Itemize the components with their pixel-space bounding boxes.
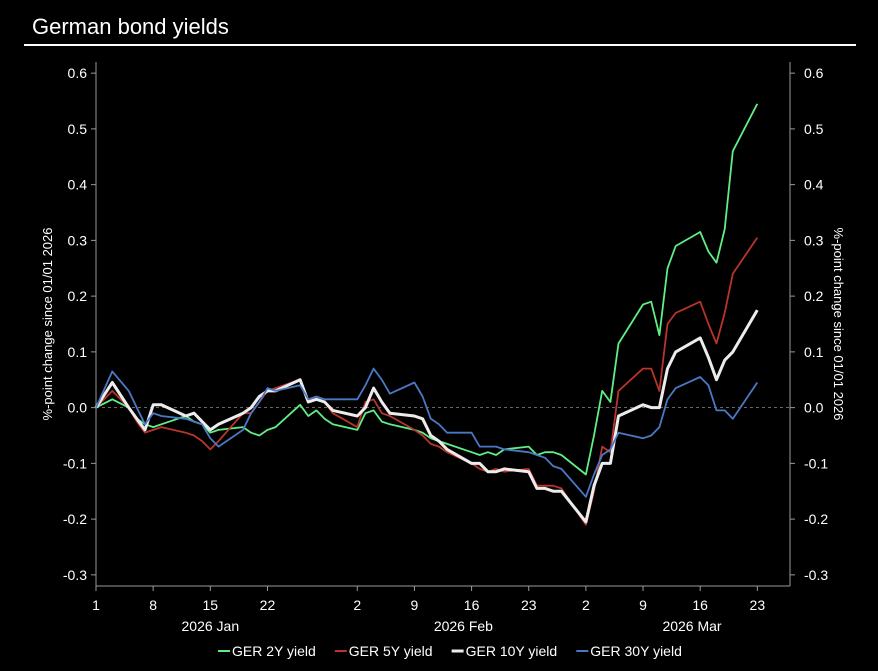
y-tick-label-right: 0.2 (804, 288, 824, 304)
chart-title: German bond yields (32, 14, 229, 39)
y-tick-label-left: 0.5 (68, 121, 88, 137)
x-tick-label: 15 (203, 597, 219, 613)
y-axis-label-right: %-point change since 01/01 2026 (831, 228, 846, 421)
y-tick-label-right: 0.1 (804, 344, 824, 360)
x-tick-label: 2 (353, 597, 361, 613)
y-tick-label-left: 0.6 (68, 65, 88, 81)
y-tick-label-right: 0.6 (804, 65, 824, 81)
y-tick-label-right: -0.3 (804, 567, 828, 583)
y-tick-label-left: -0.1 (63, 455, 87, 471)
x-month-label: 2026 Jan (182, 618, 240, 634)
x-month-label: 2026 Mar (662, 618, 721, 634)
y-tick-label-left: -0.2 (63, 511, 87, 527)
x-tick-label: 16 (464, 597, 480, 613)
x-tick-label: 16 (692, 597, 708, 613)
series-lines (94, 103, 759, 526)
legend: GER 2Y yield GER 5Y yield GER 10Y yield GER… (218, 643, 682, 659)
x-tick-label: 9 (411, 597, 419, 613)
x-tick-label: 8 (149, 597, 157, 613)
y-tick-label-left: 0.2 (68, 288, 88, 304)
legend-label: GER 10Y yield (466, 643, 558, 659)
title-divider (24, 44, 856, 46)
x-tick-label: 23 (521, 597, 537, 613)
y-tick-label-left: -0.3 (63, 567, 87, 583)
x-tick-label: 22 (260, 597, 276, 613)
x-month-label: 2026 Feb (434, 618, 493, 634)
series-line-ger-5y-yield (95, 237, 759, 526)
axes: -0.3 -0.3 -0.2 -0.2 -0.1 -0.1 0.0 0.0 0.1 0.1 0.2 0… (63, 62, 828, 634)
y-tick-label-right: -0.1 (804, 455, 828, 471)
x-tick-label: 23 (750, 597, 766, 613)
series-line-ger-30y-yield (95, 367, 759, 498)
y-tick-label-right: 0.5 (804, 121, 824, 137)
legend-label: GER 2Y yield (232, 643, 316, 659)
x-tick-label: 9 (639, 597, 647, 613)
y-axis-label-left: %-point change since 01/01 2026 (40, 228, 55, 421)
y-tick-label-left: 0.3 (68, 232, 88, 248)
series-line-ger-2y-yield (95, 103, 759, 476)
y-tick-label-right: 0.3 (804, 232, 824, 248)
y-tick-label-right: 0.4 (804, 177, 824, 193)
y-tick-label-left: 0.0 (68, 400, 88, 416)
x-tick-label: 2 (582, 597, 590, 613)
y-tick-label-right: 0.0 (804, 400, 824, 416)
y-tick-label-right: -0.2 (804, 511, 828, 527)
x-tick-label: 1 (92, 597, 100, 613)
y-tick-label-left: 0.4 (68, 177, 88, 193)
y-tick-label-left: 0.1 (68, 344, 88, 360)
legend-label: GER 30Y yield (590, 643, 682, 659)
series-line-ger-10y-yield (94, 309, 759, 524)
legend-label: GER 5Y yield (349, 643, 433, 659)
